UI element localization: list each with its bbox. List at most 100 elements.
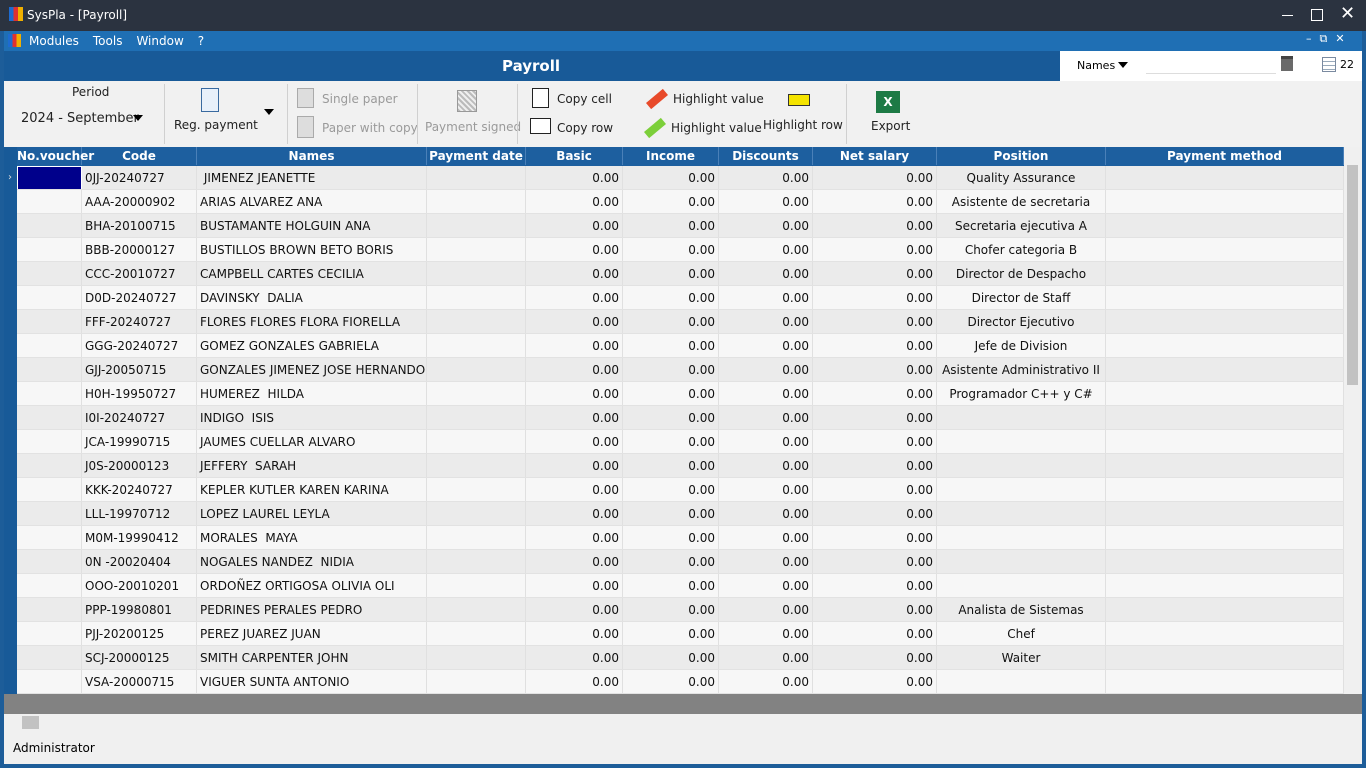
table-cell: 0.00 xyxy=(813,382,937,405)
table-cell: Asistente de secretaria xyxy=(937,190,1106,213)
highlight-value-button[interactable]: Highlight value xyxy=(673,92,764,106)
table-cell xyxy=(1106,166,1344,189)
clear-button[interactable] xyxy=(1281,56,1293,71)
table-cell xyxy=(427,622,526,645)
column-header[interactable]: Basic xyxy=(526,147,623,165)
table-row[interactable]: CCC-20010727 CAMPBELL CARTES CECILIA 0.00 0… xyxy=(17,262,1344,286)
reg-payment-arrow[interactable] xyxy=(264,109,274,115)
column-header[interactable]: Net salary xyxy=(813,147,937,165)
table-row[interactable]: J0S-20000123 JEFFERY SARAH 0.00 0.00 0.00 0.0… xyxy=(17,454,1344,478)
table-cell: DAVINSKY DALIA xyxy=(197,286,427,309)
table-cell xyxy=(17,310,82,333)
table-cell xyxy=(427,358,526,381)
column-header[interactable]: Position xyxy=(937,147,1106,165)
table-row[interactable]: 0N -20020404 NOGALES NANDEZ NIDIA 0.00 0.00… xyxy=(17,550,1344,574)
table-cell: 0.00 xyxy=(623,646,719,669)
highlight-row-button[interactable]: Highlight row xyxy=(763,118,843,132)
close-button[interactable]: ✕ xyxy=(1340,3,1356,24)
table-row[interactable]: KKK-20240727 KEPLER KUTLER KAREN KARINA 0.… xyxy=(17,478,1344,502)
table-cell xyxy=(937,478,1106,501)
table-row[interactable]: BHA-20100715 BUSTAMANTE HOLGUIN ANA 0.00 0.… xyxy=(17,214,1344,238)
horizontal-scroll-thumb[interactable] xyxy=(22,716,39,729)
menu-item[interactable]: Tools xyxy=(92,34,123,48)
period-select[interactable]: 2024 - September xyxy=(21,111,139,126)
table-cell xyxy=(17,502,82,525)
table-cell xyxy=(937,574,1106,597)
reg-payment-button[interactable]: Reg. payment xyxy=(174,118,258,132)
table-cell: 0.00 xyxy=(719,478,813,501)
table-cell: OOO-20010201 xyxy=(82,574,197,597)
copy-cell-icon[interactable] xyxy=(532,88,549,108)
menu-item[interactable]: ? xyxy=(197,34,205,48)
search-field-select[interactable]: Names xyxy=(1077,59,1116,72)
table-cell xyxy=(937,502,1106,525)
table-cell: PEREZ JUAREZ JUAN xyxy=(197,622,427,645)
highlight-value-button[interactable]: Highlight value xyxy=(671,121,762,135)
table-row[interactable]: GJJ-20050715 GONZALES JIMENEZ JOSE HERNAN… xyxy=(17,358,1344,382)
column-header[interactable]: No.voucher xyxy=(17,147,95,165)
table-cell: Secretaria ejecutiva A xyxy=(937,214,1106,237)
table-row[interactable]: D0D-20240727 DAVINSKY DALIA 0.00 0.00 0.00 0.… xyxy=(17,286,1344,310)
table-row[interactable]: VSA-20000715 VIGUER SUNTA ANTONIO 0.00 0.00… xyxy=(17,670,1344,694)
table-cell xyxy=(427,262,526,285)
reg-payment-icon[interactable] xyxy=(201,88,219,112)
table-row[interactable]: 0JJ-20240727 JIMENEZ JEANETTE 0.00 0.00 0.0… xyxy=(17,166,1344,190)
column-header[interactable]: Payment method xyxy=(1106,147,1344,165)
table-cell: Quality Assurance xyxy=(937,166,1106,189)
column-header[interactable]: Code xyxy=(82,147,197,165)
table-row[interactable]: LLL-19970712 LOPEZ LAUREL LEYLA 0.00 0.00 0.… xyxy=(17,502,1344,526)
table-cell: PPP-19980801 xyxy=(82,598,197,621)
table-row[interactable]: JCA-19990715 JAUMES CUELLAR ALVARO 0.00 0.0… xyxy=(17,430,1344,454)
table-cell: 0.00 xyxy=(813,502,937,525)
period-label: Period xyxy=(72,85,110,99)
table-cell xyxy=(1106,550,1344,573)
table-row[interactable]: GGG-20240727 GOMEZ GONZALES GABRIELA 0.00 0… xyxy=(17,334,1344,358)
table-cell: BBB-20000127 xyxy=(82,238,197,261)
table-row[interactable]: OOO-20010201 ORDOÑEZ ORTIGOSA OLIVIA OLI 0… xyxy=(17,574,1344,598)
table-cell: BHA-20100715 xyxy=(82,214,197,237)
table-cell: 0.00 xyxy=(526,502,623,525)
export-icon[interactable]: X xyxy=(876,91,900,113)
table-row[interactable]: PJJ-20200125 PEREZ JUAREZ JUAN 0.00 0.00 0.0… xyxy=(17,622,1344,646)
mdi-controls[interactable]: –⧉✕ xyxy=(1306,32,1353,45)
column-header[interactable]: Discounts xyxy=(719,147,813,165)
vertical-scroll-thumb[interactable] xyxy=(1347,165,1358,385)
status-user: Administrator xyxy=(13,741,95,755)
table-cell: 0.00 xyxy=(813,550,937,573)
horizontal-scrollbar[interactable] xyxy=(4,714,1362,731)
table-row[interactable]: I0I-20240727 INDIGO ISIS 0.00 0.00 0.00 0.00 xyxy=(17,406,1344,430)
table-cell: 0.00 xyxy=(623,622,719,645)
table-cell: KEPLER KUTLER KAREN KARINA xyxy=(197,478,427,501)
minimize-button[interactable] xyxy=(1282,15,1293,16)
header-bar xyxy=(4,51,1060,81)
table-cell xyxy=(17,166,82,189)
table-cell: JIMENEZ JEANETTE xyxy=(197,166,427,189)
dropdown-arrow[interactable] xyxy=(1118,62,1128,68)
menu-item[interactable]: Window xyxy=(136,34,184,48)
table-row[interactable]: PPP-19980801 PEDRINES PERALES PEDRO 0.00 0.… xyxy=(17,598,1344,622)
copy-cell-button[interactable]: Copy cell xyxy=(557,92,612,106)
table-cell: 0.00 xyxy=(813,622,937,645)
column-header[interactable]: Names xyxy=(197,147,427,165)
table-row[interactable]: FFF-20240727 FLORES FLORES FLORA FIORELLA… xyxy=(17,310,1344,334)
table-row[interactable]: SCJ-20000125 SMITH CARPENTER JOHN 0.00 0.00… xyxy=(17,646,1344,670)
table-cell xyxy=(17,670,82,693)
period-arrow[interactable] xyxy=(133,115,143,121)
copy-row-icon[interactable] xyxy=(530,118,551,134)
column-header[interactable]: Income xyxy=(623,147,719,165)
grid-header: No.voucher Code Names Payment date Basic Inco… xyxy=(17,147,1344,166)
menu-item[interactable]: Modules xyxy=(29,34,79,48)
table-row[interactable]: BBB-20000127 BUSTILLOS BROWN BETO BORIS 0.… xyxy=(17,238,1344,262)
table-row[interactable]: M0M-19990412 MORALES MAYA 0.00 0.00 0.00 0.00 xyxy=(17,526,1344,550)
search-input[interactable] xyxy=(1146,56,1276,74)
table-cell xyxy=(17,622,82,645)
table-row[interactable]: AAA-20000902 ARIAS ALVAREZ ANA 0.00 0.00 0.0… xyxy=(17,190,1344,214)
table-row[interactable]: H0H-19950727 HUMEREZ HILDA 0.00 0.00 0.00 0.0… xyxy=(17,382,1344,406)
column-header[interactable]: Payment date xyxy=(427,147,526,165)
table-cell xyxy=(1106,454,1344,477)
copy-row-button[interactable]: Copy row xyxy=(557,121,614,135)
table-cell: 0.00 xyxy=(623,454,719,477)
export-button[interactable]: Export xyxy=(871,119,911,133)
maximize-button[interactable] xyxy=(1311,9,1323,21)
highlight-row-icon[interactable] xyxy=(788,94,810,106)
